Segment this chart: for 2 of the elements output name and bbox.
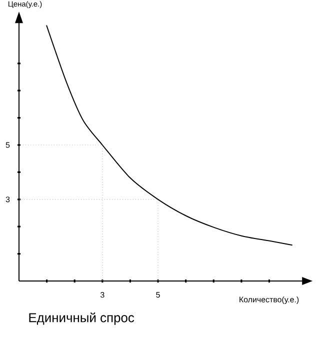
line-series <box>46 24 293 246</box>
text: Единичный спрос <box>29 312 134 325</box>
